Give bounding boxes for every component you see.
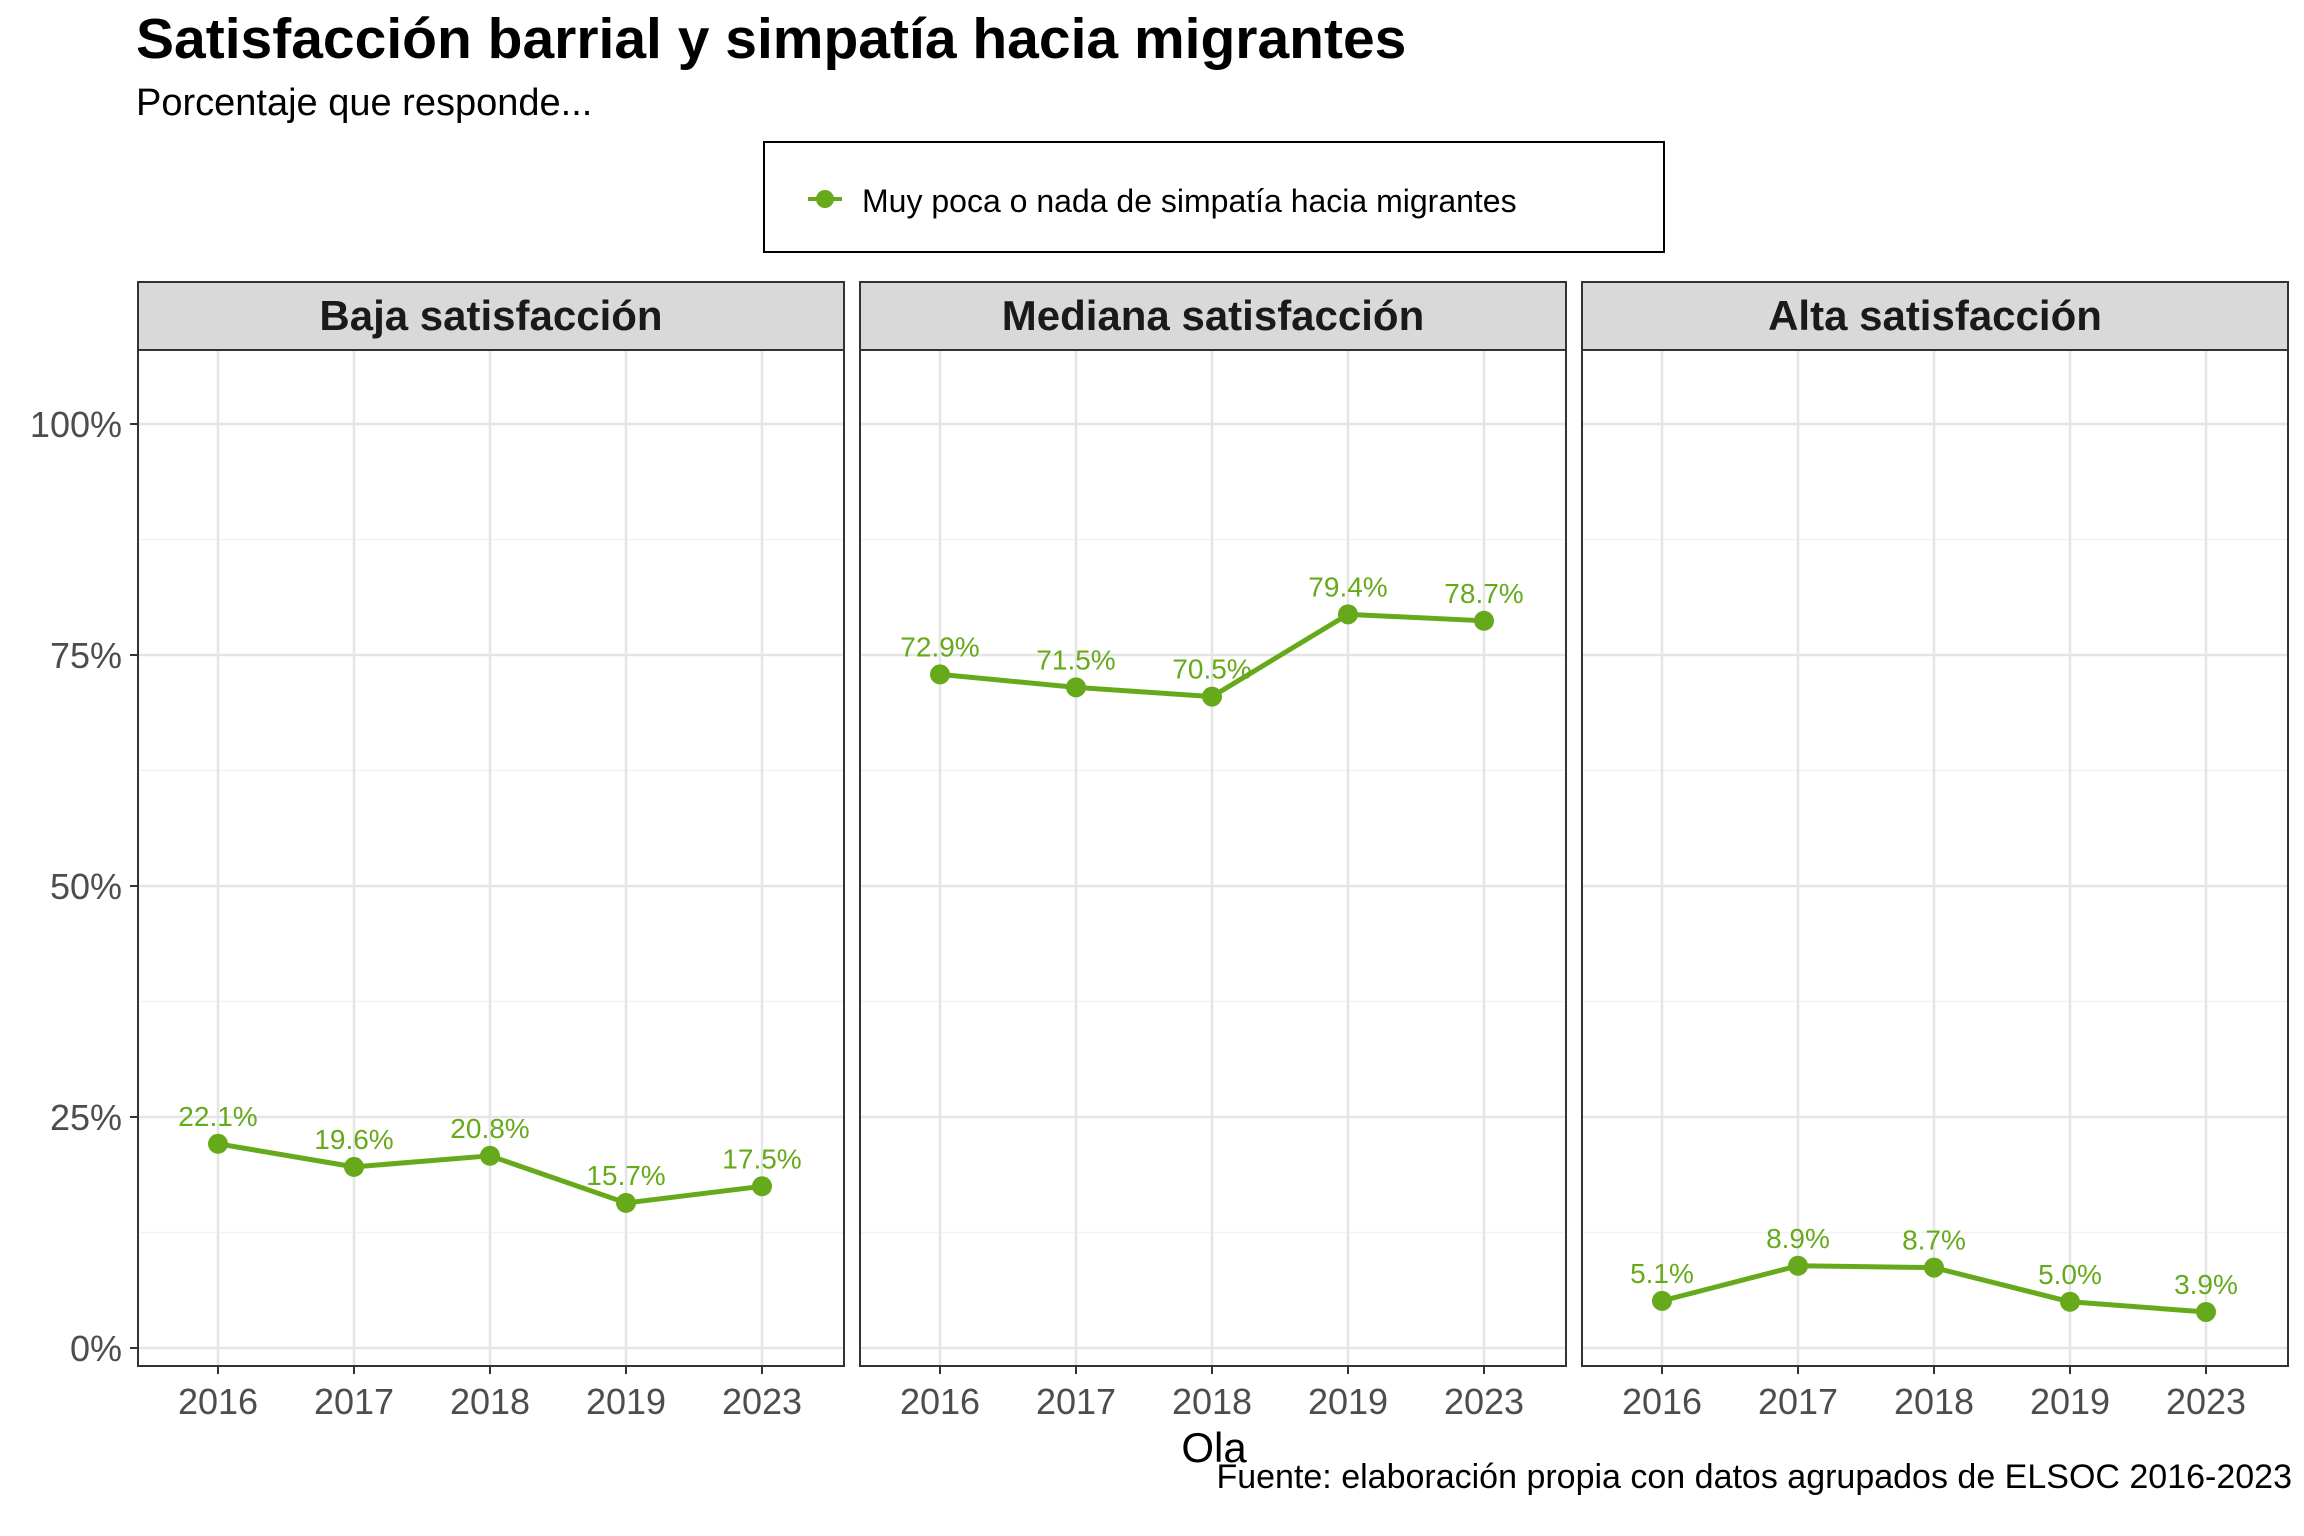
facet-panel: Mediana satisfacción 72.9% 71.5% 70.5% 79.4%…	[859, 281, 1567, 1422]
data-label: 3.9%	[2174, 1269, 2238, 1300]
x-tick-label: 2018	[1894, 1381, 1974, 1422]
data-point	[1066, 677, 1086, 698]
data-point	[1788, 1255, 1808, 1276]
legend-point-key	[816, 190, 834, 208]
data-label: 72.9%	[900, 631, 979, 662]
x-tick-label: 2018	[1172, 1381, 1252, 1422]
x-tick-label: 2016	[1622, 1381, 1702, 1422]
y-tick-label: 75%	[50, 635, 122, 676]
data-label: 79.4%	[1308, 571, 1387, 602]
facet-strip	[859, 281, 1567, 351]
data-label: 70.5%	[1172, 654, 1251, 685]
x-tick-label: 2023	[1444, 1381, 1524, 1422]
facet-strip-label: Baja satisfacción	[319, 292, 662, 339]
data-label: 17.5%	[722, 1143, 801, 1174]
legend-label: Muy poca o nada de simpatía hacia migran…	[862, 183, 1517, 219]
y-tick-label: 100%	[30, 404, 122, 445]
x-tick-label: 2016	[178, 1381, 258, 1422]
x-tick-label: 2019	[1308, 1381, 1388, 1422]
facet-strip-label: Alta satisfacción	[1768, 292, 2102, 339]
data-point	[480, 1145, 500, 1166]
facet-panel: Baja satisfacción 22.1% 19.6% 20.8% 15.7% 17.…	[137, 281, 845, 1422]
y-tick-label: 25%	[50, 1097, 122, 1138]
chart-caption: Fuente: elaboración propia con datos agr…	[1216, 1458, 2292, 1496]
y-tick-label: 0%	[70, 1328, 122, 1369]
x-axis-label: Ola	[1181, 1424, 1247, 1471]
data-point	[752, 1176, 772, 1197]
data-label: 15.7%	[586, 1160, 665, 1191]
data-point	[1652, 1290, 1672, 1311]
data-label: 19.6%	[314, 1124, 393, 1155]
x-tick-label: 2019	[2030, 1381, 2110, 1422]
x-tick-label: 2019	[586, 1381, 666, 1422]
chart-subtitle: Porcentaje que responde...	[136, 82, 593, 124]
x-tick-label: 2016	[900, 1381, 980, 1422]
data-label: 20.8%	[450, 1113, 529, 1144]
legend: Muy poca o nada de simpatía hacia migran…	[763, 141, 1665, 253]
facet-strip-label: Mediana satisfacción	[1002, 292, 1424, 339]
data-label: 78.7%	[1444, 578, 1523, 609]
data-point	[930, 664, 950, 685]
data-point	[344, 1156, 364, 1177]
data-label: 5.0%	[2038, 1259, 2102, 1290]
data-point	[1338, 604, 1358, 625]
data-point	[208, 1133, 228, 1154]
data-point	[1924, 1257, 1944, 1278]
data-label: 8.9%	[1766, 1223, 1830, 1254]
data-point	[1202, 686, 1222, 707]
data-point	[1474, 610, 1494, 631]
x-tick-label: 2023	[722, 1381, 802, 1422]
data-label: 71.5%	[1036, 644, 1115, 675]
y-tick-label: 50%	[50, 866, 122, 907]
x-tick-label: 2017	[314, 1381, 394, 1422]
x-tick-label: 2017	[1036, 1381, 1116, 1422]
data-label: 22.1%	[178, 1101, 257, 1132]
chart-title: Satisfacción barrial y simpatía hacia mi…	[136, 7, 1407, 71]
legend-box	[763, 141, 1665, 253]
data-label: 5.1%	[1630, 1258, 1694, 1289]
facet-strip	[1581, 281, 2289, 351]
x-tick-label: 2023	[2166, 1381, 2246, 1422]
facet-strip	[137, 281, 845, 351]
x-tick-label: 2018	[450, 1381, 530, 1422]
data-label: 8.7%	[1902, 1225, 1966, 1256]
x-tick-label: 2017	[1758, 1381, 1838, 1422]
facet-panel: Alta satisfacción 5.1% 8.9% 8.7% 5.0% 3.9% 201…	[1581, 281, 2289, 1422]
data-point	[616, 1192, 636, 1213]
data-point	[2196, 1301, 2216, 1322]
data-point	[2060, 1291, 2080, 1312]
